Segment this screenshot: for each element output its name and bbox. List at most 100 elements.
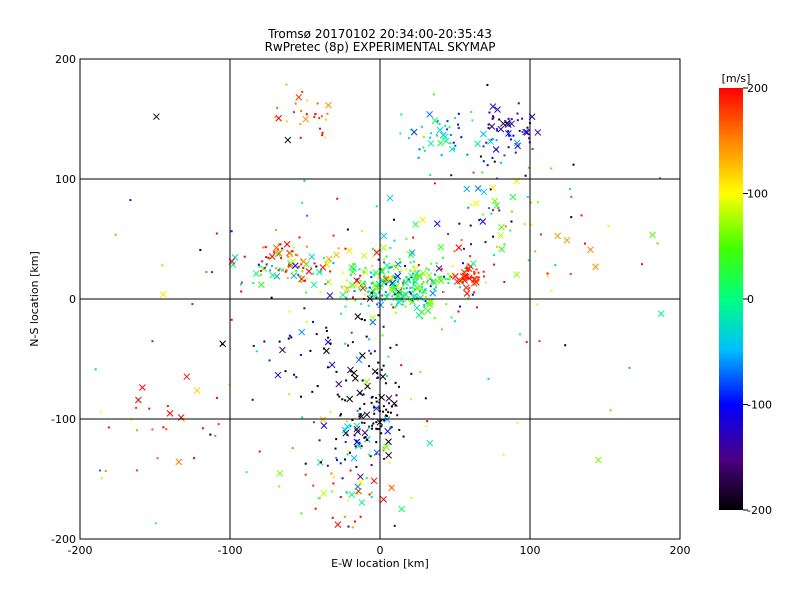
data-point-dot (315, 333, 318, 336)
data-point-dot (414, 275, 417, 278)
data-point-dot (530, 201, 533, 204)
data-point-dot (399, 291, 402, 294)
data-point-dot (460, 239, 463, 242)
data-point-cross (345, 247, 353, 254)
data-point-dot (489, 188, 492, 191)
data-point-dot (382, 410, 385, 413)
data-point-dot (363, 293, 366, 296)
data-point-dot (425, 267, 428, 270)
data-point-dot (289, 264, 292, 267)
data-point-dot (420, 296, 423, 299)
data-point-dot (135, 429, 138, 432)
data-point-cross (472, 200, 480, 207)
data-point-cross (326, 292, 334, 299)
data-point-dot (473, 270, 476, 273)
data-point-dot (285, 120, 288, 123)
data-point-dot (397, 286, 400, 289)
data-point-dot (148, 407, 151, 410)
data-point-dot (433, 182, 436, 185)
data-point-dot (306, 214, 309, 217)
data-point-dot (335, 459, 338, 462)
data-point-dot (114, 233, 117, 236)
data-point-dot (569, 187, 572, 190)
data-point-cross (373, 449, 381, 457)
data-point-dot (444, 124, 447, 127)
data-point-dot (580, 214, 583, 217)
data-point-cross (384, 427, 392, 435)
data-point-dot (251, 398, 254, 401)
data-point-dot (569, 273, 572, 276)
data-point-dot (360, 421, 363, 424)
data-point-cross (398, 505, 405, 513)
data-point-dot (402, 435, 405, 438)
data-point-dot (255, 350, 258, 353)
data-point-dot (375, 296, 378, 299)
data-point-dot (398, 428, 401, 431)
data-point-dot (332, 262, 335, 265)
data-point-cross (377, 267, 385, 275)
data-point-dot (394, 311, 397, 314)
data-point-dot (268, 269, 271, 272)
data-point-dot (516, 421, 519, 424)
data-point-dot (401, 294, 404, 297)
data-point-dot (324, 283, 327, 286)
data-point-cross (219, 340, 226, 348)
data-point-dot (358, 268, 361, 271)
data-point-dot (252, 282, 255, 285)
data-point-cross (323, 347, 330, 355)
data-point-dot (570, 195, 573, 198)
data-point-dot (295, 269, 298, 272)
y-tick-label: 200 (55, 53, 76, 66)
data-point-dot (291, 250, 294, 253)
data-point-dot (262, 246, 265, 249)
data-point-dot (453, 320, 456, 323)
data-point-dot (365, 477, 368, 480)
x-tick-label: 100 (520, 544, 541, 557)
data-point-dot (417, 297, 420, 300)
data-point-dot (415, 295, 418, 298)
data-point-dot (281, 247, 284, 250)
data-point-cross (394, 292, 402, 300)
data-point-dot (402, 300, 405, 303)
data-point-dot (389, 411, 392, 414)
data-point-dot (459, 286, 462, 289)
data-point-dot (328, 259, 331, 262)
data-point-cross (425, 272, 433, 279)
data-point-dot (447, 233, 450, 236)
data-point-dot (270, 257, 273, 260)
data-point-dot (346, 453, 349, 456)
data-point-dot (383, 275, 386, 278)
data-point-cross (328, 361, 336, 369)
data-point-dot (299, 123, 302, 126)
data-point-dot (368, 453, 371, 456)
data-point-dot (104, 470, 107, 473)
data-point-cross (363, 411, 371, 419)
data-point-cross (479, 218, 487, 225)
data-point-dot (495, 139, 498, 142)
data-point-dot (448, 126, 451, 129)
data-point-dot (345, 420, 348, 423)
data-point-dot (166, 405, 169, 408)
data-point-dot (658, 177, 661, 180)
data-point-cross (295, 93, 303, 101)
data-point-cross (175, 458, 183, 466)
data-point-dot (406, 251, 409, 254)
data-point-dot (344, 342, 347, 345)
plot-frame (79, 58, 681, 540)
data-point-dot (371, 265, 374, 268)
data-point-dot (438, 122, 441, 125)
data-point-dot (329, 342, 332, 345)
data-point-cross (273, 272, 281, 280)
data-point-dot (344, 247, 347, 250)
data-point-dot (450, 276, 453, 279)
data-point-dot (385, 415, 388, 418)
data-point-dot (482, 160, 485, 163)
data-point-dot (401, 283, 404, 286)
data-point-dot (426, 420, 429, 423)
data-point-dot (426, 281, 429, 284)
data-point-dot (368, 493, 371, 496)
data-point-dot (518, 129, 521, 132)
data-point-dot (318, 117, 321, 120)
data-point-dot (546, 272, 549, 275)
data-point-cross (135, 396, 142, 404)
